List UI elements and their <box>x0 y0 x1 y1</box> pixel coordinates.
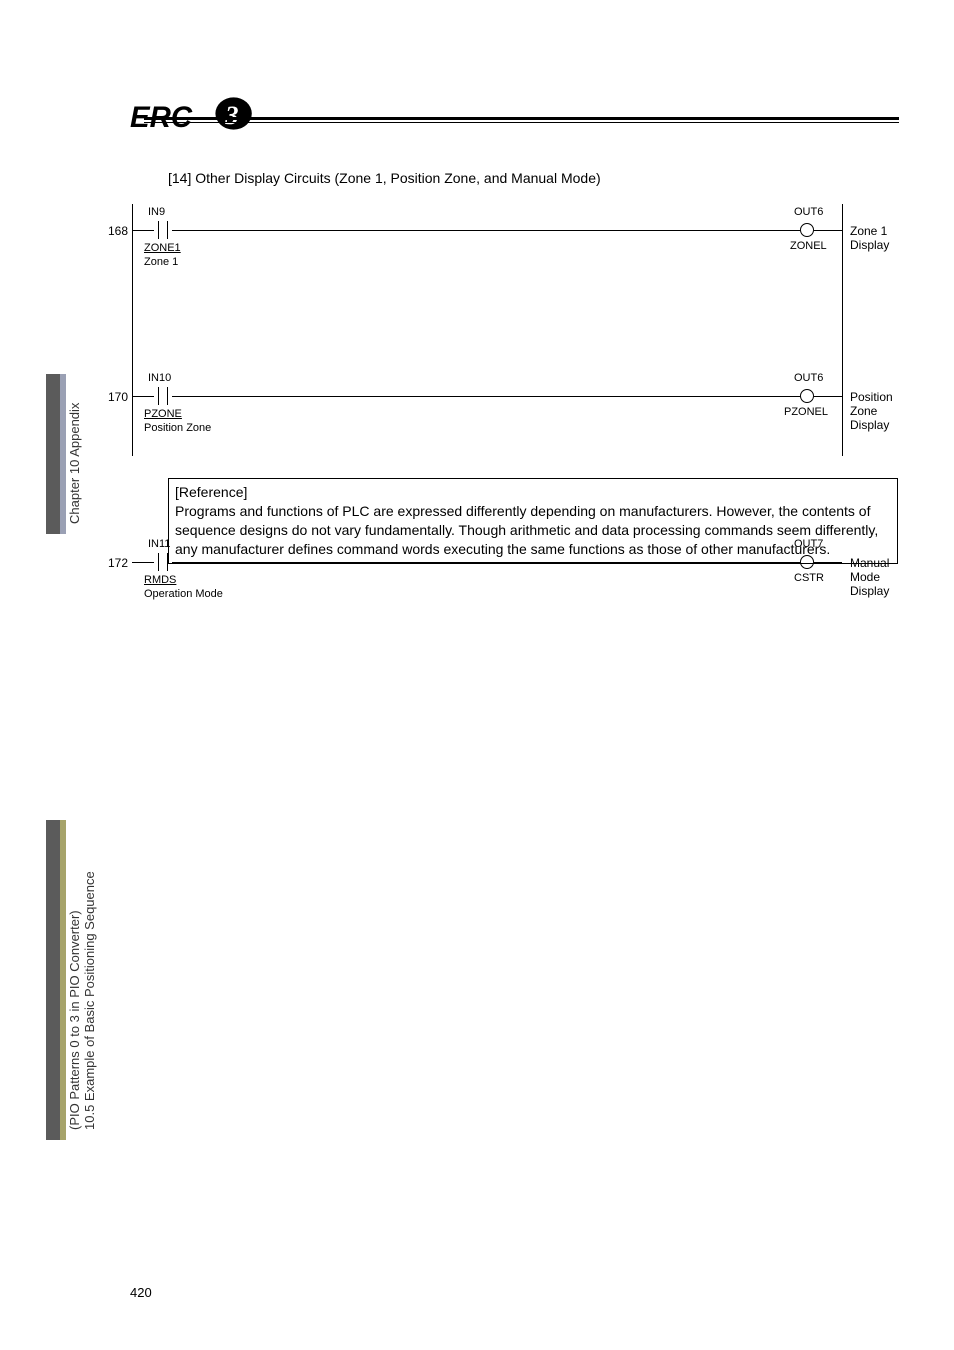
output-name-label: ZONEL <box>790 240 827 252</box>
page-number: 420 <box>130 1285 152 1300</box>
input-name-label: PZONE <box>144 408 182 420</box>
wire <box>814 230 842 231</box>
wire <box>172 396 800 397</box>
sidebar-tab-1-dark <box>46 374 60 534</box>
coil-symbol <box>800 389 814 403</box>
sidebar-tab-2-accent <box>60 820 66 1140</box>
wire <box>814 396 842 397</box>
sidebar-label-2a: 10.5 Example of Basic Positioning Sequen… <box>82 830 97 1130</box>
header-rule-thin <box>144 122 899 123</box>
output-name-label: CSTR <box>794 572 824 584</box>
input-desc-label: Zone 1 <box>144 256 178 268</box>
ladder-row: 168 IN9 ZONE1 Zone 1 OUT6 ZONEL Zone 1 D… <box>100 204 900 284</box>
rung-number: 170 <box>100 390 128 404</box>
reference-text: Programs and functions of PLC are expres… <box>175 502 891 559</box>
sidebar-label-1: Chapter 10 Appendix <box>67 384 82 524</box>
svg-text:3: 3 <box>224 100 238 130</box>
section-title: [14] Other Display Circuits (Zone 1, Pos… <box>168 170 601 186</box>
ladder-row: 170 IN10 PZONE Position Zone OUT6 PZONEL… <box>100 370 900 450</box>
input-desc-label: Operation Mode <box>144 588 223 600</box>
input-name-label: RMDS <box>144 574 176 586</box>
wire <box>132 230 154 231</box>
sidebar-tab-2-dark <box>46 820 60 1140</box>
rung-number: 172 <box>100 556 128 570</box>
output-top-label: OUT6 <box>794 372 823 384</box>
contact-symbol <box>154 221 172 239</box>
output-name-label: PZONEL <box>784 406 828 418</box>
input-name-label: ZONE1 <box>144 242 181 254</box>
wire <box>172 230 800 231</box>
input-top-label: IN9 <box>148 206 165 218</box>
wire <box>132 396 154 397</box>
reference-title: [Reference] <box>175 483 891 502</box>
reference-box: [Reference] Programs and functions of PL… <box>168 478 898 564</box>
input-top-label: IN10 <box>148 372 171 384</box>
row-description: Position Zone Display <box>850 390 900 432</box>
input-desc-label: Position Zone <box>144 422 211 434</box>
wire <box>132 562 154 563</box>
output-top-label: OUT6 <box>794 206 823 218</box>
sidebar-tab-1-accent <box>60 374 66 534</box>
ladder-diagram: 168 IN9 ZONE1 Zone 1 OUT6 ZONEL Zone 1 D… <box>100 204 900 444</box>
row-description: Zone 1 Display <box>850 224 900 252</box>
coil-symbol <box>800 223 814 237</box>
header-rule-thick <box>144 117 899 120</box>
contact-symbol <box>154 387 172 405</box>
rung-number: 168 <box>100 224 128 238</box>
sidebar-label-2b: (PIO Patterns 0 to 3 in PIO Converter) <box>67 870 82 1130</box>
